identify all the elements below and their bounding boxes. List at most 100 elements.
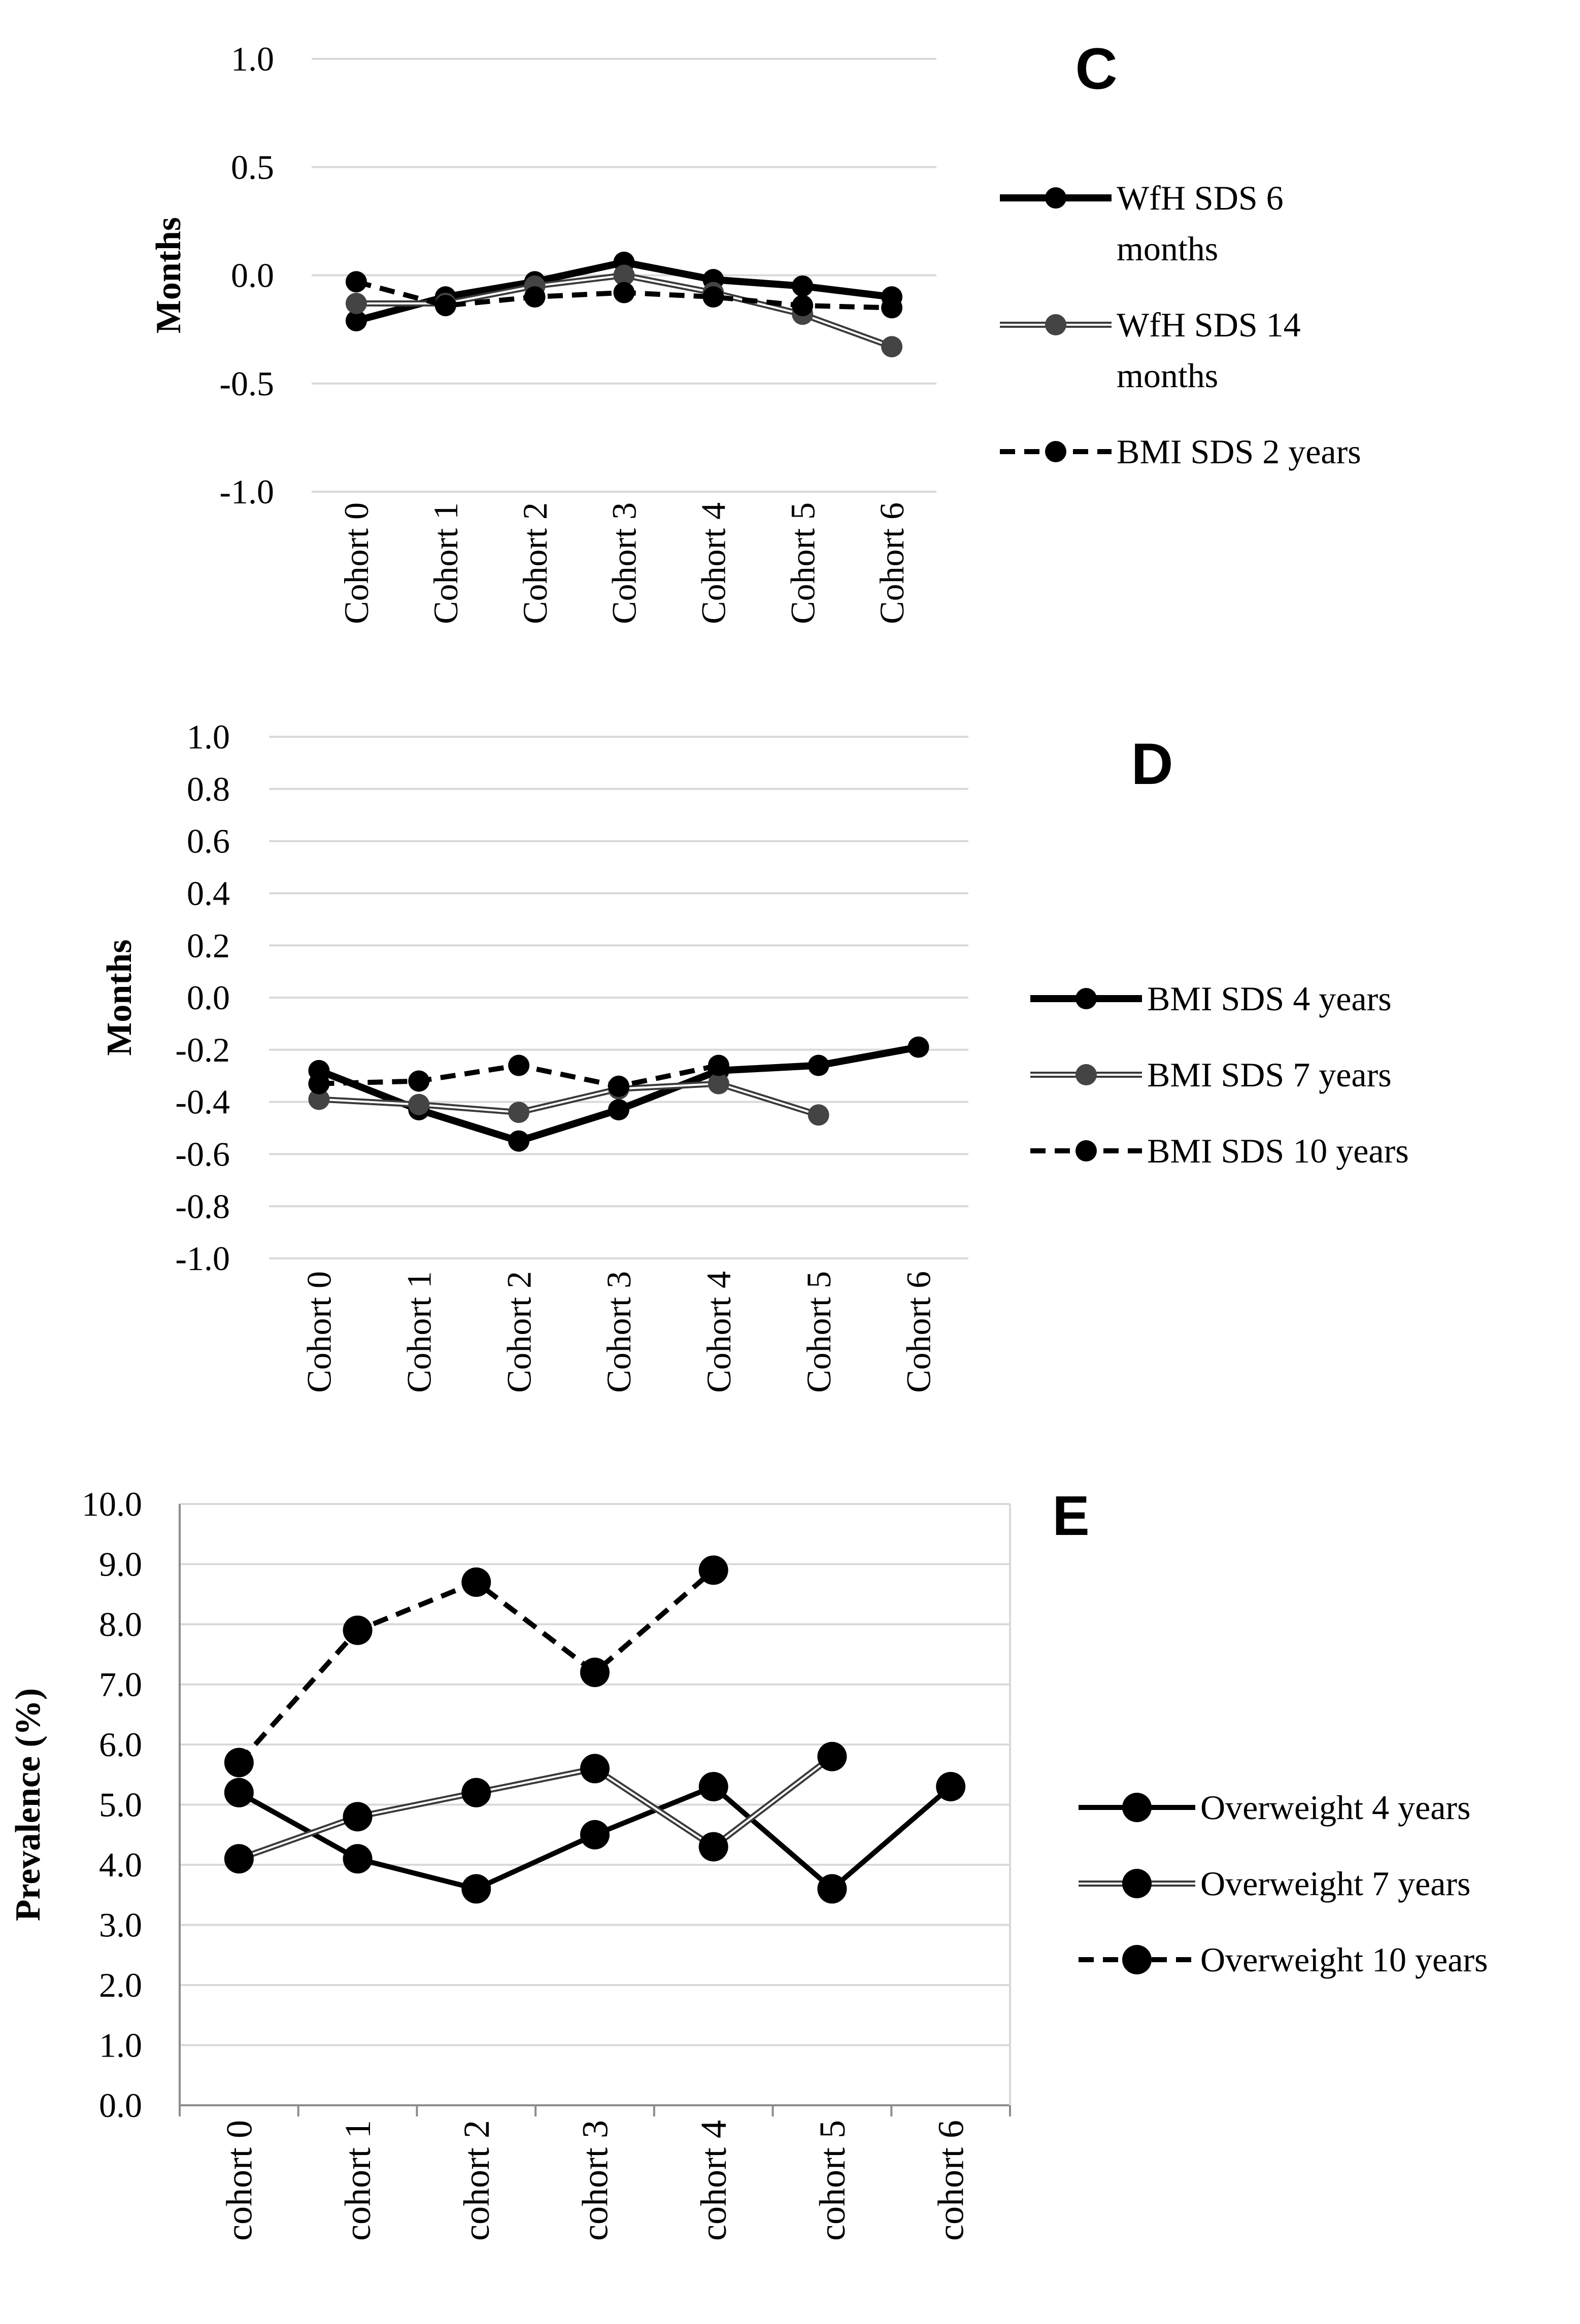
legend-entry: BMI SDS 7 years (1030, 1055, 1392, 1094)
legend-label: BMI SDS 7 years (1147, 1055, 1392, 1094)
x-tick-label: Cohort 3 (605, 502, 644, 624)
y-tick-label: 1.0 (187, 717, 230, 756)
data-point (461, 1778, 491, 1807)
data-point (792, 275, 814, 297)
data-point (508, 1130, 530, 1152)
legend-marker (1122, 1869, 1152, 1898)
y-axis-title: Months (100, 939, 139, 1055)
x-tick-label: Cohort 5 (783, 502, 822, 624)
data-point (224, 1778, 254, 1807)
y-tick-label: 0.0 (187, 978, 230, 1017)
chart-panel-c: 1.0 0.5 0.0 -0.5 -1.0 Months Cohort 0 Cohort 1 C… (149, 37, 1361, 624)
x-tick-label: Cohort 0 (300, 1271, 339, 1393)
data-point (408, 1093, 430, 1115)
legend-marker (1045, 314, 1066, 335)
legend-label: BMI SDS 10 years (1147, 1132, 1409, 1170)
chart-panel-e: 10.0 9.0 8.0 7.0 6.0 5.0 4.0 3.0 2.0 1.0 0.0 Preval… (9, 1485, 1488, 2241)
data-point (580, 1657, 610, 1687)
data-point (345, 292, 367, 314)
y-tick-label: 0.2 (187, 926, 230, 965)
y-axis-title: Prevalence (%) (9, 1688, 48, 1921)
y-axis-title: Months (149, 217, 188, 333)
y-tick-label: 0.8 (187, 770, 230, 808)
data-point (936, 1771, 966, 1801)
series-overweight-7-years (224, 1741, 847, 1874)
series-line (319, 1082, 819, 1116)
x-tick-label: Cohort 1 (426, 502, 465, 624)
y-tick-label: 1.0 (231, 40, 274, 78)
y-tick-label: -1.0 (219, 472, 274, 511)
y-tick-label: -0.6 (175, 1135, 230, 1174)
data-point (907, 1036, 929, 1058)
legend-entry: WfH SDS 6 months (1000, 179, 1284, 268)
x-tick-label: Cohort 6 (899, 1271, 938, 1393)
y-tick-label: 0.5 (231, 148, 274, 186)
legend-label: months (1117, 356, 1218, 395)
legend-label: Overweight 4 years (1200, 1788, 1470, 1827)
chart-panel-d: 1.0 0.8 0.6 0.4 0.2 0.0 -0.2 -0.4 -0.6 -0.8 -1.0 Mo… (100, 717, 1409, 1393)
y-tick-label: 10.0 (82, 1485, 142, 1523)
data-point (808, 1104, 829, 1126)
data-point (613, 264, 635, 286)
series-line (237, 1568, 715, 1764)
data-point (698, 1771, 728, 1801)
data-point (817, 1874, 847, 1904)
y-tick-label: -1.0 (175, 1239, 230, 1278)
legend-entry: BMI SDS 10 years (1030, 1132, 1409, 1170)
y-tick-label: 7.0 (99, 1665, 142, 1704)
x-tick-label: cohort 5 (812, 2120, 853, 2241)
legend-entry: BMI SDS 4 years (1030, 979, 1392, 1018)
data-point (524, 286, 546, 308)
legend-marker (1122, 1945, 1152, 1974)
series-wfh-sds-14-months (345, 264, 903, 358)
x-tick-label: Cohort 1 (399, 1271, 438, 1393)
y-tick-label: -0.8 (175, 1187, 230, 1225)
legend-entry: Overweight 4 years (1079, 1788, 1470, 1827)
legend-marker (1075, 1064, 1097, 1085)
y-tick-label: 8.0 (99, 1605, 142, 1644)
data-point (508, 1102, 530, 1123)
data-point (698, 1832, 728, 1862)
data-point (224, 1844, 254, 1874)
y-tick-label: 1.0 (99, 2026, 142, 2065)
legend-marker (1075, 1140, 1097, 1161)
data-point (308, 1073, 330, 1095)
data-point (708, 1073, 729, 1095)
data-point (792, 295, 814, 317)
data-point (580, 1754, 610, 1784)
data-point (343, 1802, 373, 1832)
legend-entry: Overweight 7 years (1079, 1864, 1470, 1903)
x-tick-label: cohort 0 (219, 2120, 259, 2241)
y-tick-label: 0.6 (187, 822, 230, 861)
x-tick-label: cohort 2 (456, 2120, 497, 2241)
series-bmi-sds-10-years (308, 1054, 729, 1097)
series-line (239, 1756, 833, 1860)
y-tick-label: -0.2 (175, 1031, 230, 1069)
data-point (343, 1844, 373, 1874)
legend-label: Overweight 10 years (1200, 1940, 1488, 1979)
data-point (808, 1054, 829, 1076)
x-tick-label: Cohort 4 (694, 502, 732, 624)
y-tick-label: 4.0 (99, 1845, 142, 1884)
panel-letter: D (1131, 732, 1173, 797)
legend-marker (1122, 1793, 1152, 1822)
x-tick-label: Cohort 2 (516, 502, 554, 624)
x-tick-label: cohort 3 (575, 2120, 615, 2241)
data-point (881, 297, 903, 319)
x-tick-label: Cohort 0 (337, 502, 376, 624)
data-point (608, 1075, 629, 1097)
panel-letter: C (1075, 37, 1117, 101)
y-tick-label: -0.5 (219, 364, 274, 403)
y-tick-label: 3.0 (99, 1906, 142, 1944)
x-tick-label: Cohort 4 (699, 1271, 738, 1393)
legend-label: BMI SDS 4 years (1147, 979, 1392, 1018)
data-point (817, 1741, 847, 1771)
data-point (308, 1088, 330, 1110)
legend-entry: WfH SDS 14 months (1000, 305, 1301, 395)
data-point (613, 282, 635, 303)
data-point (345, 271, 367, 293)
legend-label: months (1117, 229, 1218, 268)
series-bmi-sds-2-years (345, 271, 903, 319)
